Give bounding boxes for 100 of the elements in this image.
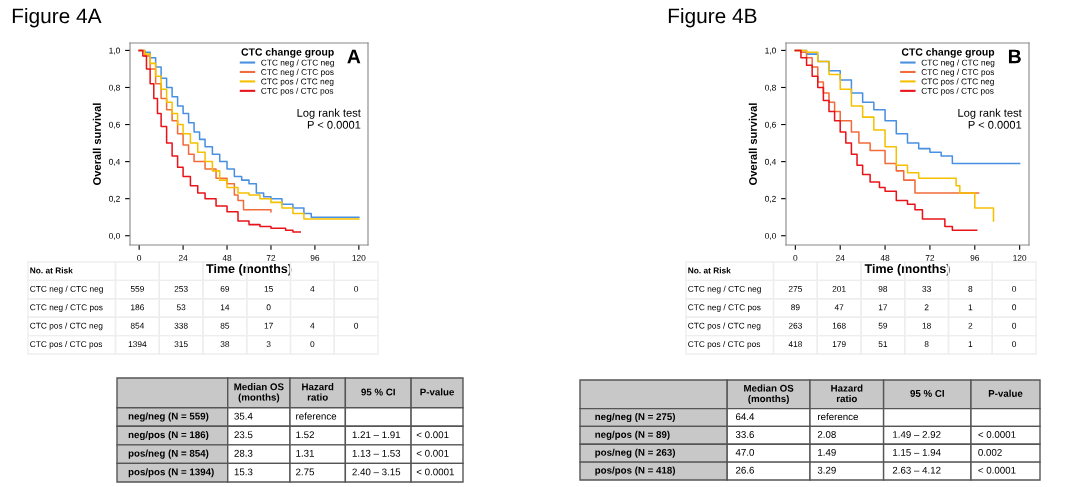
text: reference [818, 412, 858, 421]
text: < 0.001 [416, 431, 449, 439]
legend-label: CTC pos / CTC neg [921, 78, 994, 87]
text: 179 [832, 341, 846, 348]
annotation: B [1008, 49, 1021, 64]
text: 2 [924, 304, 929, 311]
text: 89 [791, 304, 800, 311]
text: 418 [788, 341, 802, 348]
text: 201 [832, 285, 846, 292]
category-label: 95 % CI [361, 388, 395, 396]
text: 85 [220, 322, 230, 329]
x-tick-label: 120 [352, 254, 366, 261]
text: 1.13 – 1.53 [352, 449, 401, 457]
text: 47 [834, 304, 844, 311]
text: 0 [354, 322, 359, 329]
category-label: pos/pos (N = 1394) [128, 468, 214, 478]
category-label: CTC pos / CTC pos [30, 340, 103, 349]
text: 15.3 [234, 468, 253, 476]
y-tick-label: 0,0 [109, 232, 120, 240]
text: 0 [1012, 285, 1017, 292]
category-label: CTC pos / CTC neg [688, 322, 761, 331]
text: 17 [878, 304, 888, 311]
text: 1394 [128, 341, 147, 348]
category-label: P-value [988, 389, 1023, 397]
text: 168 [832, 322, 846, 329]
text: 17 [264, 322, 273, 329]
text: 35.4 [234, 412, 253, 420]
y-tick-label: 0,2 [109, 195, 120, 203]
category-label: P-value [420, 388, 455, 396]
legend-title: CTC change group [241, 48, 334, 58]
x-tick-label: 0 [137, 254, 142, 261]
legend-label: CTC neg / CTC neg [261, 59, 334, 68]
text: 0 [1012, 322, 1017, 329]
category-label: CTC neg / CTC neg [30, 285, 103, 294]
text: 33.6 [735, 431, 754, 438]
category-label: pos/pos (N = 418) [595, 466, 676, 476]
text: 98 [878, 285, 888, 292]
x-axis-title: Time (months) [206, 263, 292, 276]
text: 0 [310, 341, 315, 348]
text: 0 [1012, 341, 1017, 348]
legend-label: CTC neg / CTC pos [921, 68, 995, 77]
text: 28.3 [234, 449, 253, 457]
category-label: neg/neg (N = 275) [595, 412, 676, 423]
category-label: 95 % CI [910, 390, 944, 397]
category-label: CTC neg / CTC pos [30, 304, 103, 312]
text: 23.5 [234, 431, 253, 439]
legend-label: CTC pos / CTC pos [261, 87, 334, 96]
y-tick-label: 0,0 [765, 232, 776, 240]
text: 1 [968, 341, 973, 347]
text: reference [296, 412, 337, 420]
text: 26.6 [735, 466, 754, 474]
legend-label: CTC pos / CTC neg [261, 78, 334, 87]
x-tick-label: 0 [793, 254, 798, 261]
chart-title: Figure 4B [668, 8, 757, 28]
text: 8 [924, 341, 929, 348]
text: 338 [174, 322, 188, 329]
text: 1.15 – 1.94 [893, 448, 941, 456]
chart-title: Figure 4A [12, 8, 102, 28]
y-tick-label: 1,0 [109, 47, 120, 55]
category-label: CTC neg / CTC pos [688, 304, 761, 312]
annotation: A [347, 49, 361, 64]
text: < 0.0001 [978, 466, 1016, 474]
text: 315 [174, 341, 188, 348]
annotation: Log rank test P < 0.0001 [297, 108, 361, 129]
x-tick-label: 24 [178, 254, 188, 261]
y-tick-label: 0,4 [109, 158, 121, 166]
legend-label: CTC pos / CTC pos [921, 87, 994, 96]
text: 3.29 [817, 466, 836, 474]
text: 1.49 [818, 448, 836, 456]
category-label: pos/neg (N = 263) [595, 448, 676, 458]
category-label: neg/pos (N = 89) [595, 430, 670, 440]
category-label: neg/neg (N = 559) [128, 412, 209, 422]
text: 47.0 [735, 448, 755, 456]
text: 2 [968, 322, 973, 329]
x-tick-label: 24 [835, 254, 845, 261]
text: 1.52 [296, 431, 314, 439]
text: 1.31 [296, 449, 314, 457]
text: 59 [878, 322, 888, 329]
text: < 0.0001 [978, 431, 1016, 438]
y-tick-label: 0,8 [109, 84, 120, 92]
y-tick-label: 0,6 [765, 121, 776, 129]
legend-label: CTC neg / CTC neg [921, 59, 995, 68]
x-tick-label: 72 [925, 254, 935, 261]
legend-title: CTC change group [901, 48, 995, 58]
text: 253 [174, 285, 188, 292]
text: 4 [310, 322, 315, 329]
y-tick-label: 0,6 [109, 121, 120, 129]
text: No. at Risk [688, 267, 731, 274]
category-label: pos/neg (N = 854) [128, 449, 209, 459]
text: < 0.0001 [416, 468, 454, 476]
x-tick-label: 120 [1013, 254, 1027, 261]
text: 8 [968, 285, 973, 292]
text: 263 [788, 322, 802, 329]
y-tick-label: 0,2 [765, 195, 776, 203]
text: 4 [310, 286, 315, 292]
text: 2.40 – 3.15 [352, 468, 401, 476]
text: 3 [266, 341, 271, 348]
text: 0 [354, 285, 359, 292]
category-label: CTC pos / CTC pos [688, 340, 761, 349]
text: 0 [266, 304, 271, 311]
